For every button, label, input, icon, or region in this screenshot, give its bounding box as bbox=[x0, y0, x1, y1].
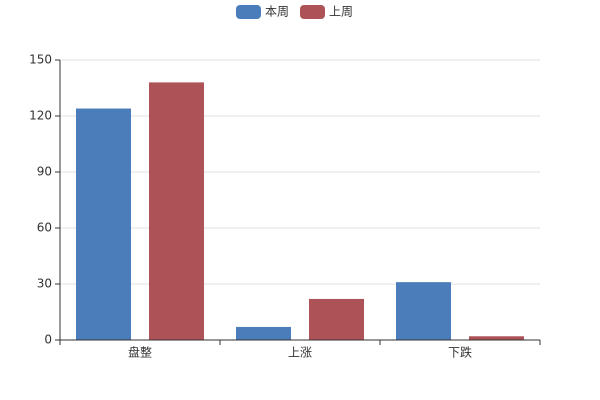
y-tick-label: 120 bbox=[29, 109, 52, 123]
y-tick-label: 90 bbox=[37, 165, 52, 179]
bar bbox=[76, 108, 131, 341]
y-tick-label: 0 bbox=[44, 333, 52, 347]
y-tick-label: 150 bbox=[29, 53, 52, 67]
legend-label[interactable]: 本周 bbox=[265, 5, 289, 19]
bar bbox=[469, 336, 524, 340]
legend-swatch[interactable] bbox=[236, 5, 261, 19]
y-tick-label: 30 bbox=[37, 277, 52, 291]
x-tick-label: 上涨 bbox=[288, 345, 312, 360]
bar bbox=[149, 82, 204, 341]
x-tick-label: 盘整 bbox=[128, 345, 152, 360]
bar bbox=[309, 298, 364, 340]
bar bbox=[236, 326, 291, 340]
y-tick-label: 60 bbox=[37, 221, 52, 235]
x-tick-label: 下跌 bbox=[448, 345, 472, 360]
legend-swatch[interactable] bbox=[300, 5, 325, 19]
bar bbox=[396, 282, 451, 340]
legend-label[interactable]: 上周 bbox=[329, 5, 353, 19]
